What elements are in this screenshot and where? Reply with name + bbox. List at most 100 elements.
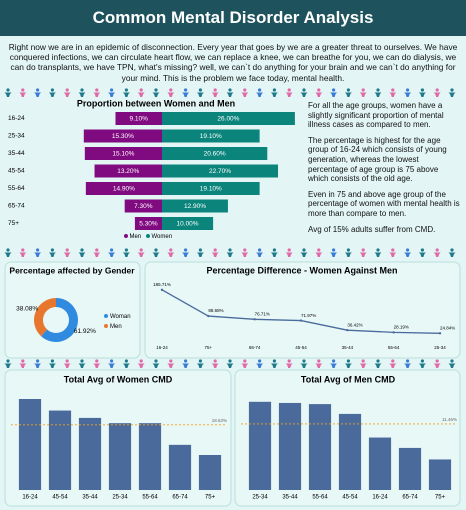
person-icon xyxy=(376,359,380,363)
value-label: 76.71% xyxy=(255,311,270,316)
point xyxy=(207,314,210,318)
person-icon xyxy=(152,363,160,368)
person-icon xyxy=(241,92,249,97)
person-icon xyxy=(418,92,426,97)
person-icon xyxy=(122,92,130,97)
person-icon xyxy=(80,248,84,252)
person-icon xyxy=(211,92,219,97)
value-label: 185.71% xyxy=(153,282,171,287)
person-icon xyxy=(6,359,10,363)
bar xyxy=(162,164,279,178)
chart-title: Percentage affected by Gender xyxy=(9,265,135,275)
person-icon xyxy=(448,92,456,97)
x-tick-label: 55-64 xyxy=(312,495,328,501)
bar xyxy=(162,129,260,143)
point xyxy=(392,331,395,334)
person-icon xyxy=(19,363,27,368)
intro-text: Right now we are in an epidemic of disco… xyxy=(8,42,458,83)
notes: For all the age groups, women have a sli… xyxy=(308,101,460,240)
person-icon xyxy=(450,359,454,363)
person-icon xyxy=(317,248,321,252)
value-label: 88.68% xyxy=(208,308,223,313)
person-icon xyxy=(258,359,262,363)
person-icon xyxy=(139,248,143,252)
bar xyxy=(78,417,102,490)
person-icon xyxy=(21,88,25,92)
value-label: 10.00% xyxy=(177,221,199,228)
person-icon xyxy=(315,92,323,97)
x-tick-label: 75+ xyxy=(205,495,216,501)
donut-slice xyxy=(41,298,79,342)
point xyxy=(160,288,164,292)
person-icon xyxy=(391,88,395,92)
x-tick-label: 35-44 xyxy=(342,345,354,350)
x-tick-label: 16-24 xyxy=(22,495,38,501)
person-icon xyxy=(448,252,456,257)
person-icon xyxy=(287,248,291,252)
x-tick-label: 45-54 xyxy=(295,345,307,350)
person-icon xyxy=(6,248,10,252)
value-label: 19.10% xyxy=(200,133,222,140)
x-tick-label: 25-34 xyxy=(112,495,128,501)
person-icon xyxy=(137,92,145,97)
legend-marker xyxy=(146,234,150,238)
x-tick-label: 65-74 xyxy=(172,495,188,501)
person-icon xyxy=(376,88,380,92)
person-icon xyxy=(48,92,56,97)
person-icon xyxy=(228,248,232,252)
person-icon xyxy=(36,359,40,363)
person-icon xyxy=(332,248,336,252)
person-icon xyxy=(272,359,276,363)
value-label: 36.42% xyxy=(347,322,362,327)
person-icon xyxy=(302,359,306,363)
person-icon xyxy=(420,88,424,92)
person-icon xyxy=(50,248,55,252)
bar xyxy=(248,401,272,490)
person-icon xyxy=(50,88,55,92)
person-icon xyxy=(330,252,338,257)
person-icon xyxy=(108,92,116,97)
value-label: 61.92% xyxy=(74,328,96,335)
person-icon xyxy=(389,252,397,257)
person-icon xyxy=(374,252,382,257)
person-icon xyxy=(376,248,380,252)
person-icon xyxy=(435,359,439,363)
person-icon xyxy=(63,92,71,97)
person-icon xyxy=(95,248,99,252)
person-icon xyxy=(124,359,128,363)
person-icon xyxy=(65,248,69,252)
person-icon xyxy=(270,363,278,368)
bar xyxy=(115,112,162,125)
person-icon xyxy=(243,88,247,92)
person-icon xyxy=(302,88,306,92)
person-icon xyxy=(65,359,69,363)
bar xyxy=(162,112,295,125)
person-icon xyxy=(256,92,264,97)
legend-label: Men xyxy=(110,324,122,330)
legend-marker xyxy=(124,234,128,238)
person-icon xyxy=(21,359,25,363)
category-label: 55-64 xyxy=(8,185,25,192)
person-icon xyxy=(330,92,338,97)
person-icon xyxy=(198,359,202,363)
person-icon xyxy=(226,92,234,97)
person-icon xyxy=(154,359,158,363)
person-icon xyxy=(4,252,12,257)
person-icon xyxy=(36,248,40,252)
person-icon xyxy=(196,92,204,97)
person-icon xyxy=(152,252,160,257)
value-label: 28.19% xyxy=(394,325,409,330)
x-tick-label: 55-64 xyxy=(388,345,400,350)
person-icon xyxy=(285,363,293,368)
person-icon xyxy=(50,359,55,363)
person-icon xyxy=(108,252,116,257)
person-icon xyxy=(344,92,352,97)
person-icon xyxy=(287,88,291,92)
x-tick-label: 16-24 xyxy=(372,495,388,501)
person-icon xyxy=(226,252,234,257)
person-icon xyxy=(272,248,276,252)
person-icon xyxy=(300,92,308,97)
value-label: 5.30% xyxy=(139,221,158,228)
person-icon xyxy=(78,92,86,97)
